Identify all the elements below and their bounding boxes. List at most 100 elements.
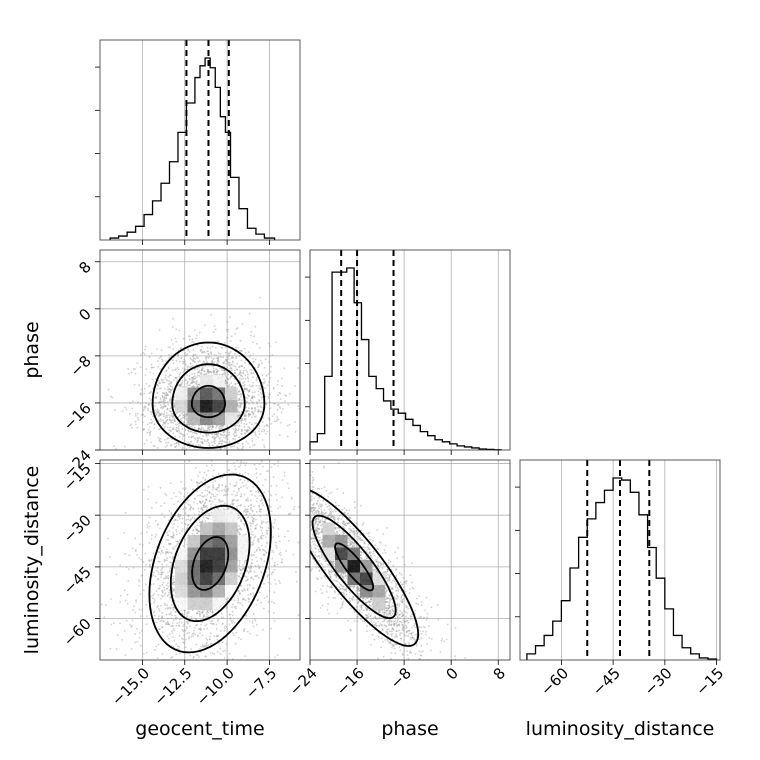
sample-point xyxy=(250,385,252,388)
sample-point xyxy=(220,433,223,436)
sample-point xyxy=(184,379,187,382)
sample-point xyxy=(205,372,208,375)
sample-point xyxy=(210,511,213,514)
sample-point xyxy=(234,372,237,374)
sample-point xyxy=(263,560,266,563)
sample-point xyxy=(240,569,242,571)
sample-point xyxy=(164,417,167,419)
sample-point xyxy=(188,430,191,433)
sample-point xyxy=(243,418,246,420)
sample-point xyxy=(211,365,214,367)
sample-point xyxy=(174,617,177,619)
sample-point xyxy=(170,513,173,515)
sample-point xyxy=(184,538,187,541)
sample-point xyxy=(264,455,266,457)
sample-point xyxy=(253,396,256,399)
sample-point xyxy=(217,432,220,435)
sample-point xyxy=(224,625,227,628)
sample-point xyxy=(223,369,226,371)
sample-point xyxy=(195,643,198,646)
sample-point xyxy=(237,452,239,454)
sample-point xyxy=(133,383,136,386)
sample-point xyxy=(192,670,194,672)
sample-point xyxy=(190,668,192,670)
sample-point xyxy=(262,554,265,556)
sample-point xyxy=(218,484,221,487)
sample-point xyxy=(248,390,251,393)
sample-point xyxy=(151,366,154,369)
sample-point xyxy=(153,593,156,596)
sample-point xyxy=(246,430,249,433)
sample-point xyxy=(129,719,131,721)
sample-point xyxy=(161,626,164,628)
sample-point xyxy=(237,414,240,417)
sample-point xyxy=(254,524,257,527)
sample-point xyxy=(247,499,250,502)
sample-point xyxy=(175,653,178,656)
sample-point xyxy=(180,383,183,385)
sample-point xyxy=(173,534,175,536)
sample-point xyxy=(192,498,194,500)
sample-point xyxy=(285,550,287,552)
sample-point xyxy=(173,606,175,609)
sample-point xyxy=(198,514,200,516)
sample-point xyxy=(245,499,248,501)
sample-point xyxy=(249,569,252,572)
sample-point xyxy=(149,410,152,413)
sample-point xyxy=(320,490,322,492)
sample-point xyxy=(166,444,169,447)
sample-point xyxy=(220,612,223,615)
sample-point xyxy=(167,577,170,580)
sample-point xyxy=(165,622,168,624)
sample-point xyxy=(230,367,233,369)
sample-point xyxy=(246,630,249,633)
sample-point xyxy=(145,623,148,626)
sample-point xyxy=(148,542,151,545)
sample-point xyxy=(158,414,161,416)
sample-point xyxy=(213,440,216,442)
sample-point xyxy=(182,454,184,456)
sample-point xyxy=(242,567,245,570)
sample-point xyxy=(251,558,253,561)
sample-point xyxy=(206,645,208,647)
sample-point xyxy=(252,360,255,363)
sample-point xyxy=(253,415,256,418)
sample-point xyxy=(163,403,165,406)
sample-point xyxy=(258,567,261,569)
sample-point xyxy=(124,654,127,656)
sample-point xyxy=(171,656,174,658)
sample-point xyxy=(238,421,241,423)
sample-point xyxy=(207,487,209,489)
sample-point xyxy=(160,574,162,576)
sample-point xyxy=(247,510,250,513)
sample-point xyxy=(172,589,175,592)
sample-point xyxy=(166,709,168,711)
sample-point xyxy=(225,381,227,383)
sample-point xyxy=(169,391,172,394)
sample-point xyxy=(192,508,195,510)
sample-point xyxy=(179,384,182,386)
sample-point xyxy=(153,427,156,429)
sample-point xyxy=(218,501,221,503)
sample-point xyxy=(206,429,209,432)
sample-point xyxy=(168,542,170,545)
sample-point xyxy=(245,410,248,413)
sample-point xyxy=(178,431,181,433)
sample-point xyxy=(254,431,257,434)
sample-point xyxy=(228,652,231,655)
sample-point xyxy=(224,346,227,349)
sample-point xyxy=(249,593,252,596)
sample-point xyxy=(247,572,250,574)
sample-point xyxy=(183,488,186,491)
sample-point xyxy=(246,497,249,500)
sample-point xyxy=(82,389,84,391)
sample-point xyxy=(283,471,286,474)
sample-point xyxy=(225,490,228,493)
sample-point xyxy=(149,426,151,428)
sample-point xyxy=(235,431,237,434)
sample-point xyxy=(258,591,261,594)
sample-point xyxy=(168,388,171,391)
sample-point xyxy=(204,440,206,442)
sample-point xyxy=(148,560,151,562)
sample-point xyxy=(186,611,189,614)
